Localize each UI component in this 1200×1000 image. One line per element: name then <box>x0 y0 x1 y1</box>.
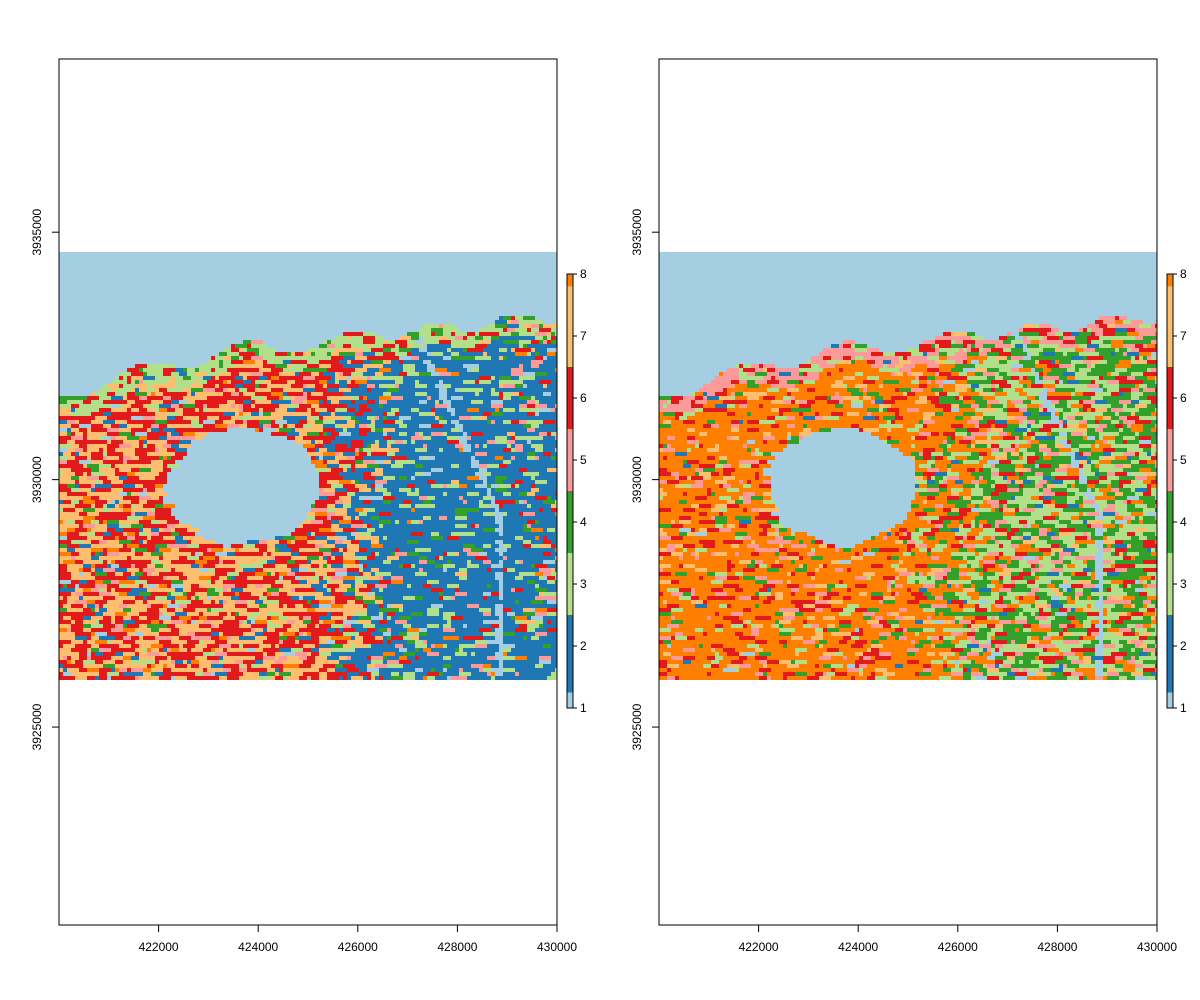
legend-swatch <box>1167 429 1173 491</box>
legend-tick-label: 6 <box>580 391 587 405</box>
y-tick-label: 3925000 <box>30 703 44 750</box>
color-legend: 1 2 3 4 5 6 7 8 <box>566 267 587 715</box>
legend-swatch <box>567 274 573 287</box>
y-tick-label: 3930000 <box>630 456 644 503</box>
land-cover-cells <box>659 315 1157 680</box>
legend-swatch <box>1167 286 1173 367</box>
legend-tick-label: 4 <box>1180 515 1187 529</box>
legend-tick-label: 3 <box>1180 577 1187 591</box>
legend-swatch <box>567 286 573 367</box>
legend-frame <box>1166 273 1174 709</box>
legend-tick-label: 2 <box>1180 639 1187 653</box>
x-tick-label: 422000 <box>739 940 779 954</box>
x-tick-label: 428000 <box>1037 940 1077 954</box>
map-right: 422000 424000 426000 428000 430000 392500039… <box>630 58 1187 954</box>
legend-tick-label: 1 <box>580 701 587 715</box>
x-tick-label: 426000 <box>338 940 378 954</box>
legend-swatch <box>1167 553 1173 615</box>
raster-layer <box>59 251 557 680</box>
y-axis: 3925000 3930000 3935000 <box>630 209 659 750</box>
raster-layer <box>659 251 1157 680</box>
x-axis: 422000 424000 426000 428000 430000 <box>739 925 1177 954</box>
x-tick-label: 422000 <box>139 940 179 954</box>
legend-swatch <box>567 367 573 429</box>
map-left: 422000 424000 426000 428000 430000 392500039… <box>30 58 587 954</box>
legend-swatch <box>567 692 573 708</box>
legend-swatch <box>567 429 573 491</box>
legend-swatch <box>567 615 573 693</box>
legend-tick-label: 5 <box>580 453 587 467</box>
x-axis: 422000 424000 426000 428000 430000 <box>139 925 577 954</box>
x-tick-label: 426000 <box>938 940 978 954</box>
legend-tick-label: 4 <box>580 515 587 529</box>
legend-tick-label: 1 <box>1180 701 1187 715</box>
x-tick-label: 428000 <box>437 940 477 954</box>
y-tick-label: 3935000 <box>630 209 644 256</box>
legend-swatch <box>1167 692 1173 708</box>
legend-swatch <box>1167 367 1173 429</box>
y-tick-label: 3930000 <box>30 456 44 503</box>
legend-swatch <box>1167 615 1173 693</box>
color-legend: 1 2 3 4 5 6 7 8 <box>1166 267 1187 715</box>
legend-tick-label: 7 <box>580 329 587 343</box>
x-tick-label: 430000 <box>1137 940 1177 954</box>
legend-tick-label: 7 <box>1180 329 1187 343</box>
x-tick-label: 424000 <box>238 940 278 954</box>
legend-swatch <box>567 491 573 553</box>
legend-frame <box>566 273 574 709</box>
plot-frame <box>58 58 558 926</box>
legend-tick-label: 5 <box>1180 453 1187 467</box>
x-tick-label: 424000 <box>838 940 878 954</box>
legend-tick-label: 8 <box>1180 267 1187 281</box>
y-tick-label: 3925000 <box>630 703 644 750</box>
y-axis: 3925000 3930000 3935000 <box>30 209 59 750</box>
legend-swatch <box>1167 491 1173 553</box>
legend-tick-label: 2 <box>580 639 587 653</box>
legend-swatch <box>1167 274 1173 287</box>
legend-tick-label: 3 <box>580 577 587 591</box>
legend-tick-label: 8 <box>580 267 587 281</box>
x-tick-label: 430000 <box>537 940 577 954</box>
plot-frame <box>658 58 1158 926</box>
land-cover-cells <box>59 315 557 680</box>
legend-tick-label: 6 <box>1180 391 1187 405</box>
legend-swatch <box>567 553 573 615</box>
y-tick-label: 3935000 <box>30 209 44 256</box>
